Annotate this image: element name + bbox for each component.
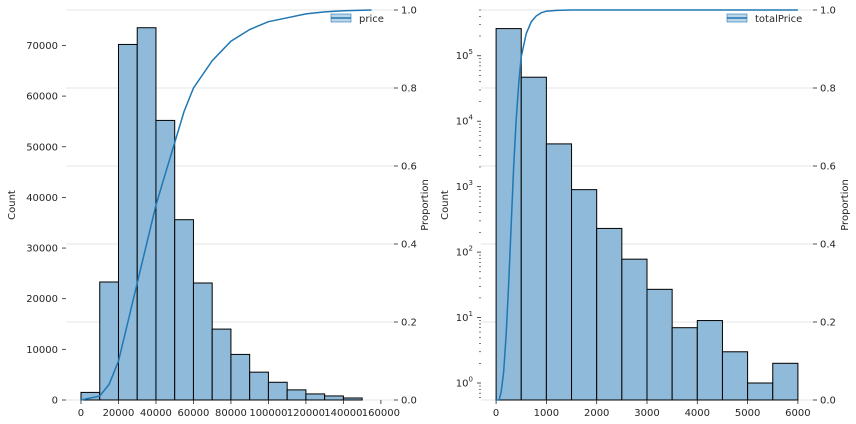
y2-tick-label: 0.0 [401,396,417,407]
y2-axis-label: Proportion [840,179,851,231]
x-tick-label: 160000 [362,408,400,419]
legend-label: price [359,14,384,25]
x-tick-label: 0 [78,408,84,419]
y2-tick-label: 0.6 [820,162,836,173]
x-tick-label: 5000 [735,408,760,419]
y2-axis-label: Proportion [420,179,431,231]
y-axis-label: Count [440,190,451,220]
y-tick-label: 102 [456,245,473,259]
histogram-bar [249,371,269,401]
histogram-bar [747,382,774,401]
y-tick-label: 105 [456,48,473,62]
y2-tick-label: 0.2 [820,318,836,329]
ecdf-line [80,9,372,401]
y-tick-label: 20000 [26,294,58,305]
histogram-bar [721,351,749,401]
x-tick-label: 100000 [249,408,287,419]
x-tick-label: 80000 [215,408,247,419]
histogram-bar [286,389,307,401]
x-tick-label: 3000 [634,408,659,419]
y2-tick-label: 1.0 [401,6,417,17]
histogram-bar [99,281,119,401]
histogram-bar [305,393,326,401]
y2-tick-label: 0.0 [820,396,836,407]
histogram-bar [520,76,547,401]
histogram-bar [267,381,288,401]
histogram-bar [646,288,673,401]
x-tick-label: 2000 [584,408,609,419]
histogram-bar [342,397,363,401]
y-tick-label: 104 [456,114,474,128]
x-tick-label: 1000 [534,408,559,419]
x-tick-label: 4000 [685,408,710,419]
histogram-bar [174,219,194,401]
x-tick-label: 20000 [103,408,135,419]
histogram-bar [621,258,648,401]
y2-tick-label: 0.8 [820,84,836,95]
panel-2: 100 101 102 103 104 105 0 1000 2000 3000 4000 5000 6… [440,6,851,420]
x-tick-label: 40000 [140,408,172,419]
y-tick-label: 0 [52,396,58,407]
y-axis-label: Count [7,190,18,220]
histogram-bar [192,282,213,401]
x-tick-label: 60000 [178,408,210,419]
y-tick-label: 103 [456,179,473,193]
y2-tick-label: 0.4 [820,240,836,251]
y-tick-label: 70000 [26,41,58,52]
x-tick-label: 120000 [287,408,325,419]
y-tick-label: 30000 [26,244,58,255]
histogram-bar [545,143,573,401]
y-tick-label: 40000 [26,193,58,204]
x-tick-label: 6000 [785,408,810,419]
histogram-bar [772,362,799,401]
y-tick-label: 10000 [26,345,58,356]
y2-tick-label: 0.2 [401,318,417,329]
legend: price [330,13,384,25]
y-tick-label: 60000 [26,92,58,103]
y-tick-label: 100 [456,376,473,390]
histogram-bar [696,320,723,401]
legend: totalPrice [726,13,802,25]
histogram-bar [230,353,251,401]
ecdf-line [496,9,798,401]
histogram-bar [211,328,232,401]
panel-1: 0 10000 20000 30000 40000 50000 60000 70000 0 200… [7,6,431,420]
y-tick-label: 50000 [26,142,58,153]
y-tick-label: 101 [456,310,473,324]
histogram-bar [324,395,344,401]
x-tick-label: 140000 [324,408,362,419]
histogram-bar [495,28,522,401]
histogram-bar [671,327,698,401]
histogram-bar [596,227,623,401]
y2-tick-label: 0.8 [401,84,417,95]
histogram-bar [155,119,176,401]
histogram-bar [571,189,598,401]
y2-tick-label: 1.0 [820,6,836,17]
y2-tick-label: 0.4 [401,240,417,251]
y2-tick-label: 0.6 [401,162,417,173]
x-tick-label: 0 [493,408,499,419]
legend-label: totalPrice [755,14,802,25]
